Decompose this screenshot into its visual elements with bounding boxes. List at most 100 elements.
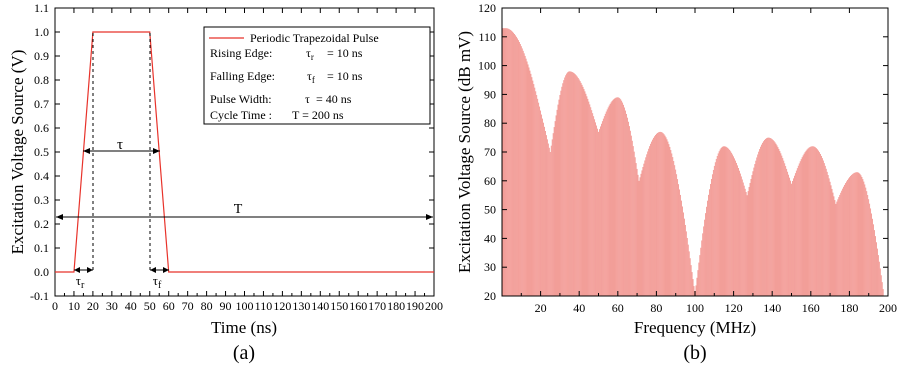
x-tick-label: 200 [425,299,443,313]
spectral-line [676,174,678,296]
spectral-line [504,28,506,296]
spectral-line [620,99,622,296]
y-tick-label: -0.1 [30,289,49,303]
legend-rising-label: Rising Edge: [210,46,272,60]
panel-b: 20 40 60 80 100 120 140 160 180 200 20 30 40 50 60 70 8… [455,1,897,364]
y-tick-label: 0.7 [34,97,49,111]
spectral-line [660,131,662,296]
spectral-line [717,153,719,296]
spectral-line [613,98,615,296]
spectral-line [566,73,568,296]
spectral-line [872,218,873,296]
spectral-line [652,139,653,296]
spectral-line [553,127,555,296]
spectral-line [685,231,687,296]
y-tick-label: 0.9 [34,49,49,63]
spectral-line [768,137,770,296]
spectral-line [734,158,735,296]
spectral-line [855,172,857,296]
spectral-line [716,155,718,296]
spectral-line [636,168,638,296]
spectral-line [531,77,533,297]
legend-box [203,26,431,125]
spectral-line [608,105,610,297]
tau-r-arrow [74,267,93,273]
spectral-line [792,181,793,296]
spectral-line [602,118,604,296]
x-tick-label: 10 [68,299,80,313]
spectral-line [783,160,785,296]
spectral-line [579,81,581,296]
spectral-line [853,172,855,296]
spectral-line [706,206,707,296]
period-arrow [56,214,433,220]
spectral-line [840,192,842,296]
spectral-line [720,148,722,296]
spectral-line [881,282,883,296]
x-tick-label: 140 [311,299,329,313]
panel-a: 0 10 20 30 40 50 60 70 80 90 100 110 120 130 140 150 160… [8,1,443,364]
spectral-line [600,123,602,296]
spectral-line [776,145,778,296]
y-tick-label: 0.4 [34,169,49,183]
spectral-line [819,152,820,296]
spectral-line [871,213,872,296]
spectral-line [557,104,559,296]
spectral-line [539,106,541,296]
spectral-line [747,191,749,296]
y-tick-label: 0.1 [34,241,49,255]
dashed-guides [92,33,151,272]
spectral-line [567,72,569,296]
spectral-line [524,55,526,296]
legend-width-label: Pulse Width: [210,92,272,106]
spectral-line [686,237,688,296]
x-tick-label: 20 [535,301,547,315]
spectral-line [551,139,553,296]
x-tick-label: 50 [144,299,156,313]
spectral-line [751,175,753,296]
spectral-line [604,113,606,297]
legend-cycle-label: Cycle Time : [210,108,272,122]
spectral-line [582,86,584,297]
x-tick-label: 160 [349,299,367,313]
spectral-line [541,114,542,297]
spectral-line [785,166,787,296]
x-tick-label: 0 [52,299,58,313]
spectral-line [814,146,816,296]
spectral-line [830,185,832,296]
spectral-line [578,79,580,296]
spectral-line [530,73,532,296]
legend-falling-tau: τf [307,69,315,85]
x-tick-label: 110 [255,299,273,313]
spectral-line [606,109,608,296]
spectral-line [645,157,647,296]
spectral-line [658,131,660,296]
spectral-line [787,171,789,296]
spectral-line [739,173,741,296]
spectral-line [704,219,706,296]
spectral-line [665,137,667,296]
spectral-line [625,110,626,296]
spectral-line [712,169,714,296]
y-tick-label: 0.8 [34,73,49,87]
panel-a-x-ticks: 0 10 20 30 40 50 60 70 80 90 100 110 120 130 140 150 160… [52,8,443,313]
spectral-line [796,168,798,296]
spectral-line [545,130,546,296]
spectral-line [757,154,759,296]
spectral-line [692,279,694,296]
spectral-line [774,142,776,296]
spectral-line [835,203,837,296]
spectral-line [555,115,557,297]
panel-a-x-axis-label: Time (ns) [211,318,277,337]
spectral-line [775,143,777,296]
spectral-line [878,261,880,296]
spectral-line [564,77,566,296]
spectral-line [762,142,763,296]
spectral-line [817,149,818,296]
y-tick-label: 40 [484,231,496,245]
spectral-line [633,151,635,296]
spectral-line [544,126,545,296]
spectral-line [644,160,646,296]
spectral-line [556,109,558,296]
